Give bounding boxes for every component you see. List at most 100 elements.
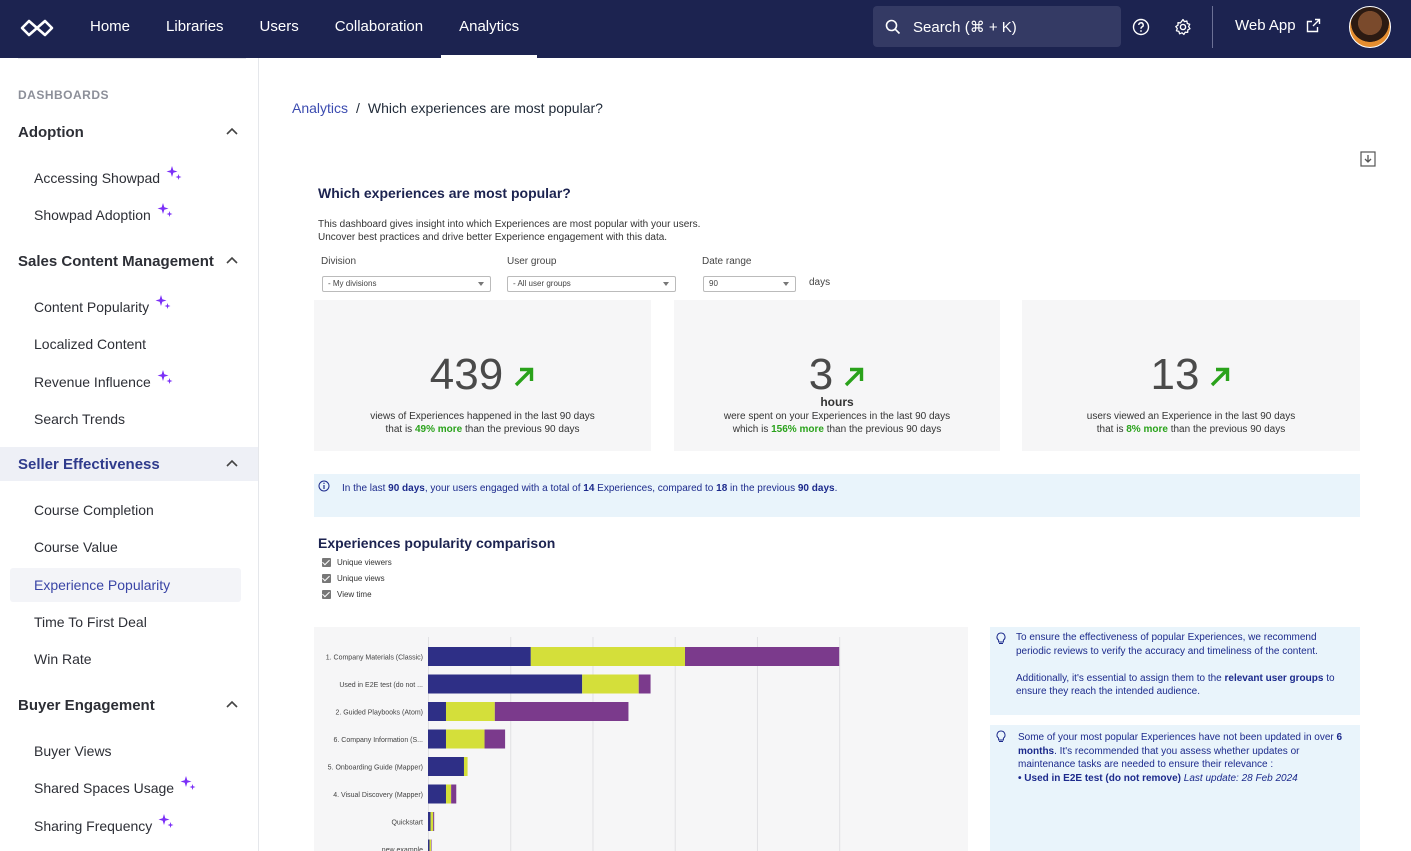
description-line-1: This dashboard gives insight into which … [318,219,701,230]
category-tick-label: new example [382,847,423,851]
popularity-chart-panel: 1. Company Materials (Classic) Used in E2… [314,627,968,851]
sidebar-item-label: Time To First Deal [34,614,147,630]
sidebar-item-accessing-showpad[interactable]: Accessing Showpad [10,161,241,195]
description-line-2: Uncover best practices and drive better … [318,232,668,243]
user-group-select[interactable]: - All user groups [507,276,676,292]
top-navigation-bar: Home Libraries Users Collaboration Analy… [0,0,1411,58]
nav-libraries[interactable]: Libraries [166,18,224,35]
bar-segment-unique-viewers[interactable] [428,839,430,851]
division-label: Division [321,256,357,267]
sidebar-item-win-rate[interactable]: Win Rate [10,642,241,676]
bar-segment-unique-views[interactable] [463,757,468,776]
sidebar-item-course-completion[interactable]: Course Completion [10,493,241,527]
sidebar-item-shared-spaces-usage[interactable]: Shared Spaces Usage [10,771,241,805]
nav-home[interactable]: Home [90,18,131,35]
kpi-card-views: 439 views of Experiences happened in the… [314,300,651,451]
download-icon[interactable] [1360,151,1376,167]
sidebar: DASHBOARDS Adoption Accessing Showpad Sh… [0,58,259,851]
bar-segment-unique-views[interactable] [445,784,452,804]
sidebar-group-sales-content-management[interactable]: Sales Content Management [0,244,258,278]
sidebar-item-revenue-influence[interactable]: Revenue Influence [10,365,241,399]
bar-segment-unique-views[interactable] [445,729,485,749]
bar-segment-unique-viewers[interactable] [428,647,531,666]
sparkle-icon [155,295,171,309]
kpi-value: 439 [429,350,504,399]
bar-segment-unique-viewers[interactable] [428,729,446,749]
kpi-description: users viewed an Experience in the last 9… [1086,411,1296,422]
sidebar-item-sharing-frequency[interactable]: Sharing Frequency [10,809,241,843]
kpi-comparison: which is 156% more than the previous 90 … [732,424,942,435]
kpi-card-users: 13 users viewed an Experience in the las… [1022,300,1360,451]
bar-segment-unique-views[interactable] [530,647,685,666]
sidebar-item-experience-popularity[interactable]: Experience Popularity [10,568,241,602]
division-select[interactable]: - My divisions [322,276,491,292]
nav-collaboration[interactable]: Collaboration [334,18,424,35]
sidebar-group-adoption[interactable]: Adoption [0,115,258,149]
bar-segment-unique-viewers[interactable] [428,757,464,776]
bar-segment-unique-views[interactable] [445,702,495,721]
bar-segment-view-time[interactable] [484,729,506,749]
bar-segment-unique-viewers[interactable] [428,812,431,831]
lightbulb-icon [996,730,1006,742]
sidebar-group-seller-effectiveness[interactable]: Seller Effectiveness [0,447,258,481]
sidebar-item-label: Shared Spaces Usage [34,780,175,796]
sparkle-icon [158,814,174,828]
tip-line: Additionally, it's essential to assign t… [1016,673,1335,684]
gear-icon[interactable] [1173,17,1193,37]
topbar-divider [1212,6,1213,48]
category-tick-label: 2. Guided Playbooks (Atom) [335,710,423,717]
kpi-description: views of Experiences happened in the las… [370,411,595,422]
bar-segment-view-time[interactable] [431,839,432,851]
breadcrumb-current: Which experiences are most popular? [367,100,603,116]
checkbox-unique-views[interactable]: Unique views [322,574,385,583]
user-avatar[interactable] [1349,6,1391,48]
bar-segment-unique-views[interactable] [582,674,639,694]
bar-segment-view-time[interactable] [433,812,435,831]
dashboard-description: This dashboard gives insight into which … [318,218,700,244]
sidebar-item-time-to-first-deal[interactable]: Time To First Deal [10,605,241,639]
info-icon [318,480,330,492]
bar-segment-unique-viewers[interactable] [428,674,583,694]
search-input[interactable]: Search (⌘ + K) [873,6,1121,47]
web-app-link[interactable]: Web App [1235,17,1321,34]
help-icon[interactable] [1131,17,1151,37]
category-tick-label: 5. Onboarding Guide (Mapper) [328,765,423,772]
showpad-logo-icon[interactable] [18,14,56,42]
tip-line: months. It's recommended that you assess… [1018,746,1300,757]
sidebar-group-buyer-engagement[interactable]: Buyer Engagement [0,688,258,722]
nav-users[interactable]: Users [259,18,299,35]
checkbox-view-time[interactable]: View time [322,590,372,599]
bar-segment-unique-viewers[interactable] [428,784,446,804]
bar-segment-view-time[interactable] [451,784,457,804]
sidebar-item-content-popularity[interactable]: Content Popularity [10,290,241,324]
sidebar-item-showpad-adoption[interactable]: Showpad Adoption [10,198,241,232]
breadcrumb-analytics-link[interactable]: Analytics [292,100,349,116]
nav-analytics[interactable]: Analytics [441,0,538,58]
checkbox-unique-viewers[interactable]: Unique viewers [322,558,392,567]
sidebar-item-label: Accessing Showpad [34,170,161,186]
sidebar-item-course-value[interactable]: Course Value [10,530,241,564]
chevron-up-icon [226,256,238,264]
kpi-description: were spent on your Experiences in the la… [723,411,951,422]
sidebar-item-search-trends[interactable]: Search Trends [10,402,241,436]
checkbox-icon [322,574,331,583]
sparkle-icon [157,370,173,384]
bar-segment-view-time[interactable] [685,647,840,666]
bar-segment-view-time[interactable] [638,674,651,694]
comparison-title: Experiences popularity comparison [318,535,556,551]
bar-segment-unique-views[interactable] [429,839,432,851]
sparkle-icon [157,203,173,217]
lightbulb-icon [996,632,1006,644]
checkbox-icon [322,590,331,599]
bar-segment-view-time[interactable] [494,702,629,721]
date-range-select[interactable]: 90 [703,276,796,292]
sidebar-item-localized-content[interactable]: Localized Content [10,327,241,361]
kpi-card-time: 3 hours were spent on your Experiences i… [674,300,1000,451]
bar-segment-unique-views[interactable] [430,812,434,831]
group-label: Adoption [18,123,84,141]
search-icon [885,19,901,34]
sidebar-item-label: Showpad Adoption [34,207,151,223]
sidebar-item-buyer-views[interactable]: Buyer Views [10,734,241,768]
bar-segment-unique-viewers[interactable] [428,702,446,721]
tip-line: ensure they reach the intended audience. [1016,686,1201,697]
